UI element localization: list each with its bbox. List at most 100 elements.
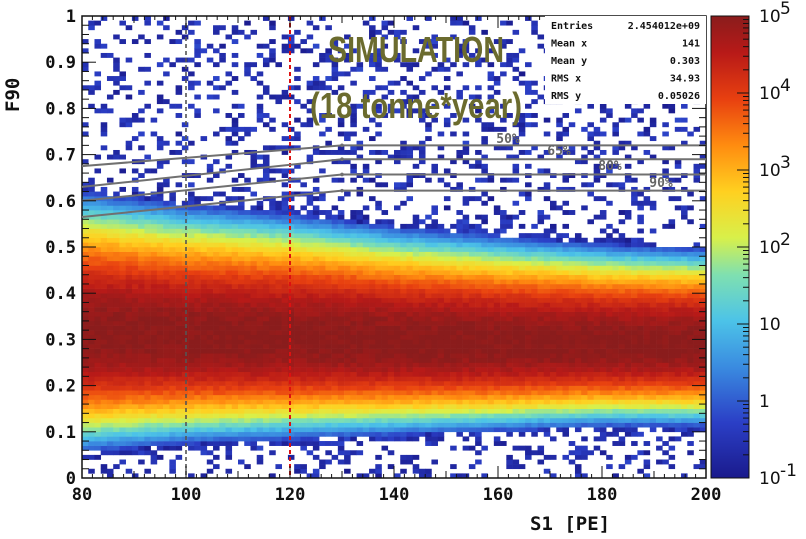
heatmap-cell — [194, 228, 201, 234]
heatmap-cell — [487, 283, 495, 289]
heatmap-cell — [425, 302, 432, 308]
heatmap-cell — [406, 427, 414, 433]
heatmap-cell — [113, 57, 120, 63]
heatmap-cell — [163, 16, 170, 21]
heatmap-cell — [300, 288, 307, 294]
heatmap-cell — [163, 293, 170, 299]
heatmap-cell — [294, 247, 301, 252]
heatmap-cell — [394, 237, 401, 243]
heatmap-cell — [306, 362, 314, 368]
heatmap-cell — [568, 344, 576, 349]
heatmap-cell — [431, 348, 438, 354]
heatmap-cell — [475, 353, 482, 359]
heatmap-cell — [200, 256, 208, 262]
heatmap-cell — [468, 293, 476, 299]
heatmap-cell — [82, 436, 89, 442]
heatmap-cell — [337, 288, 345, 294]
heatmap-cell — [138, 311, 145, 317]
heatmap-cell — [269, 265, 276, 271]
heatmap-cell — [400, 302, 407, 308]
heatmap-cell — [194, 353, 201, 359]
heatmap-cell — [144, 353, 151, 359]
heatmap-cell — [450, 62, 457, 68]
heatmap-cell — [300, 247, 307, 252]
heatmap-cell — [144, 362, 151, 368]
heatmap-cell — [331, 380, 339, 386]
heatmap-cell — [337, 177, 345, 183]
heatmap-cell — [194, 385, 201, 391]
heatmap-cell — [125, 223, 133, 229]
heatmap-cell — [387, 394, 395, 400]
heatmap-cell — [462, 260, 470, 266]
heatmap-cell — [394, 34, 401, 40]
heatmap-cell — [231, 371, 239, 377]
heatmap-cell — [125, 422, 133, 428]
heatmap-cell — [113, 302, 120, 308]
heatmap-cell — [281, 219, 289, 225]
heatmap-cell — [306, 256, 314, 262]
heatmap-cell — [287, 270, 295, 276]
heatmap-cell — [256, 210, 264, 215]
heatmap-cell — [275, 464, 282, 470]
heatmap-cell — [106, 353, 114, 359]
heatmap-cell — [500, 330, 507, 336]
heatmap-cell — [88, 89, 95, 95]
heatmap-cell — [238, 256, 245, 262]
heatmap-cell — [425, 311, 432, 317]
heatmap-cell — [456, 390, 463, 396]
heatmap-cell — [281, 417, 289, 423]
heatmap-cell — [119, 311, 126, 317]
heatmap-cell — [369, 293, 376, 299]
heatmap-cell — [344, 362, 351, 368]
heatmap-cell — [418, 256, 426, 262]
heatmap-cell — [269, 242, 276, 248]
heatmap-cell — [344, 52, 351, 58]
heatmap-cell — [175, 344, 183, 349]
heatmap-cell — [238, 113, 245, 118]
heatmap-cell — [543, 131, 551, 137]
heatmap-cell — [319, 311, 326, 317]
heatmap-cell — [481, 293, 488, 299]
heatmap-cell — [138, 445, 145, 451]
heatmap-cell — [475, 260, 482, 266]
heatmap-cell — [82, 353, 89, 359]
heatmap-cell — [181, 279, 189, 285]
heatmap-cell — [156, 219, 164, 225]
heatmap-cell — [287, 136, 295, 142]
heatmap-cell — [506, 219, 513, 225]
heatmap-cell — [350, 320, 357, 326]
heatmap-cell — [213, 283, 220, 289]
heatmap-cell — [350, 80, 357, 86]
heatmap-cell — [106, 311, 114, 317]
heatmap-cell — [387, 293, 395, 299]
heatmap-cell — [262, 408, 270, 414]
heatmap-cell — [500, 71, 507, 77]
heatmap-cell — [400, 394, 407, 400]
heatmap-cell — [138, 242, 145, 248]
heatmap-cell — [312, 274, 320, 280]
heatmap-cell — [269, 219, 276, 225]
heatmap-cell — [500, 408, 507, 414]
heatmap-cell — [100, 399, 108, 405]
heatmap-cell — [556, 334, 563, 340]
heatmap-cell — [437, 417, 445, 423]
heatmap-cell — [418, 357, 426, 363]
heatmap-cell — [319, 228, 326, 234]
heatmap-cell — [568, 260, 576, 266]
heatmap-cell — [425, 214, 432, 220]
heatmap-cell — [106, 233, 114, 239]
heatmap-cell — [100, 417, 108, 423]
heatmap-cell — [537, 339, 545, 345]
heatmap-cell — [362, 251, 370, 257]
heatmap-cell — [188, 214, 195, 220]
heatmap-cell — [150, 427, 158, 433]
heatmap-cell — [238, 173, 245, 178]
heatmap-cell — [287, 316, 295, 322]
heatmap-cell — [356, 408, 364, 414]
heatmap-cell — [562, 376, 570, 382]
heatmap-cell — [281, 168, 289, 174]
heatmap-cell — [88, 427, 95, 433]
heatmap-cell — [331, 427, 339, 433]
heatmap-cell — [518, 256, 526, 262]
heatmap-cell — [506, 320, 513, 326]
